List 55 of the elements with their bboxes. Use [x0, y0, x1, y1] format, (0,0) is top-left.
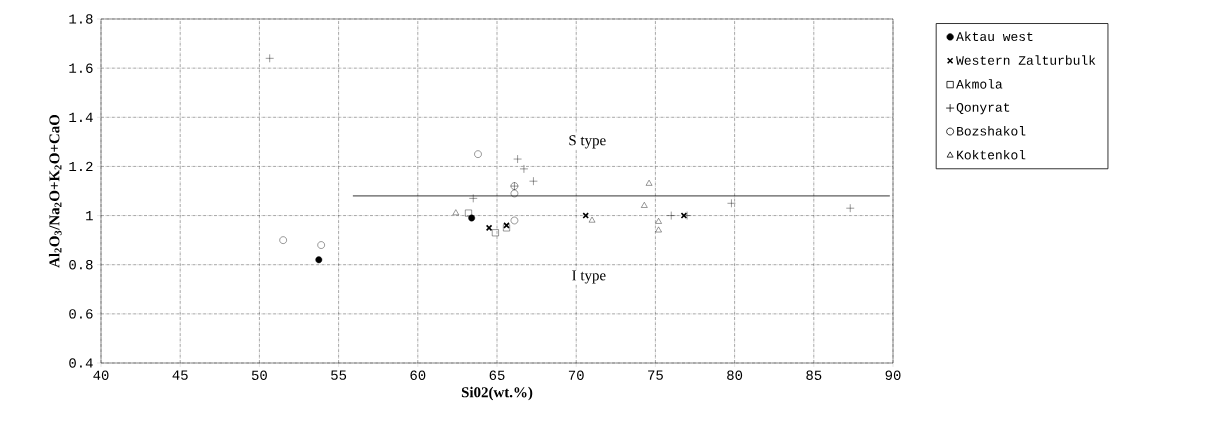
- x-tick-label: 65: [489, 370, 505, 380]
- point: [588, 216, 596, 223]
- x-tick-label: 75: [648, 370, 663, 380]
- x-tick-label: 70: [568, 370, 584, 380]
- x-tick-label: 80: [727, 370, 743, 380]
- annotation: I type: [572, 270, 606, 284]
- point: [474, 150, 482, 158]
- y-tick-label: 1.8: [69, 14, 93, 24]
- point: [727, 199, 736, 208]
- point: [510, 189, 519, 198]
- x-tick-label: 90: [885, 370, 901, 380]
- point: [465, 209, 472, 217]
- point: [492, 229, 499, 237]
- x-tick-label: 60: [410, 370, 426, 380]
- y-tick-label: 0.4: [69, 358, 93, 368]
- x-tick-label: 40: [93, 370, 109, 380]
- point: [655, 226, 662, 233]
- point: [510, 216, 519, 225]
- legend-label: Akmola: [956, 79, 1003, 89]
- point: [667, 211, 676, 220]
- y-tick-label: 1: [86, 210, 93, 221]
- x-tick-label: 45: [172, 370, 188, 380]
- point: [503, 224, 510, 232]
- y-tick-label: 1.6: [69, 63, 93, 73]
- point: [317, 241, 325, 249]
- point: [655, 218, 662, 224]
- point: [469, 194, 478, 203]
- point: [641, 202, 648, 208]
- legend-label: Western Zalturbulk: [956, 55, 1096, 65]
- point: [315, 256, 323, 264]
- y-tick-label: 1.2: [69, 161, 93, 172]
- point: [279, 236, 287, 244]
- point: [503, 222, 510, 229]
- point: [485, 224, 493, 232]
- point: [452, 209, 460, 216]
- annotation: S type: [569, 135, 606, 149]
- text: Al$_{2}$O$_{3}$/Na$_{2}$O+K$_{2}$O+CaO: [48, 114, 62, 268]
- x-tick-label: 85: [806, 370, 822, 380]
- legend-label: Qonyrat: [956, 102, 1010, 115]
- point: [846, 204, 855, 213]
- y-tick-label: 1.4: [69, 112, 93, 122]
- x-axis-title: Si02(wt.%): [461, 386, 533, 401]
- point: [265, 54, 274, 63]
- x-tick-label: 50: [251, 370, 267, 380]
- point: [529, 176, 538, 186]
- point: [519, 164, 529, 174]
- point: [645, 179, 653, 186]
- legend-label: Aktau west: [956, 31, 1033, 41]
- x-tick-label: 55: [331, 370, 347, 380]
- y-tick-label: 0.6: [69, 309, 93, 319]
- point: [582, 212, 589, 219]
- legend-label: Koktenkol: [957, 149, 1026, 160]
- y-tick-label: 0.8: [69, 259, 93, 270]
- point: [513, 154, 522, 164]
- legend-label: Bozshakol: [957, 126, 1026, 136]
